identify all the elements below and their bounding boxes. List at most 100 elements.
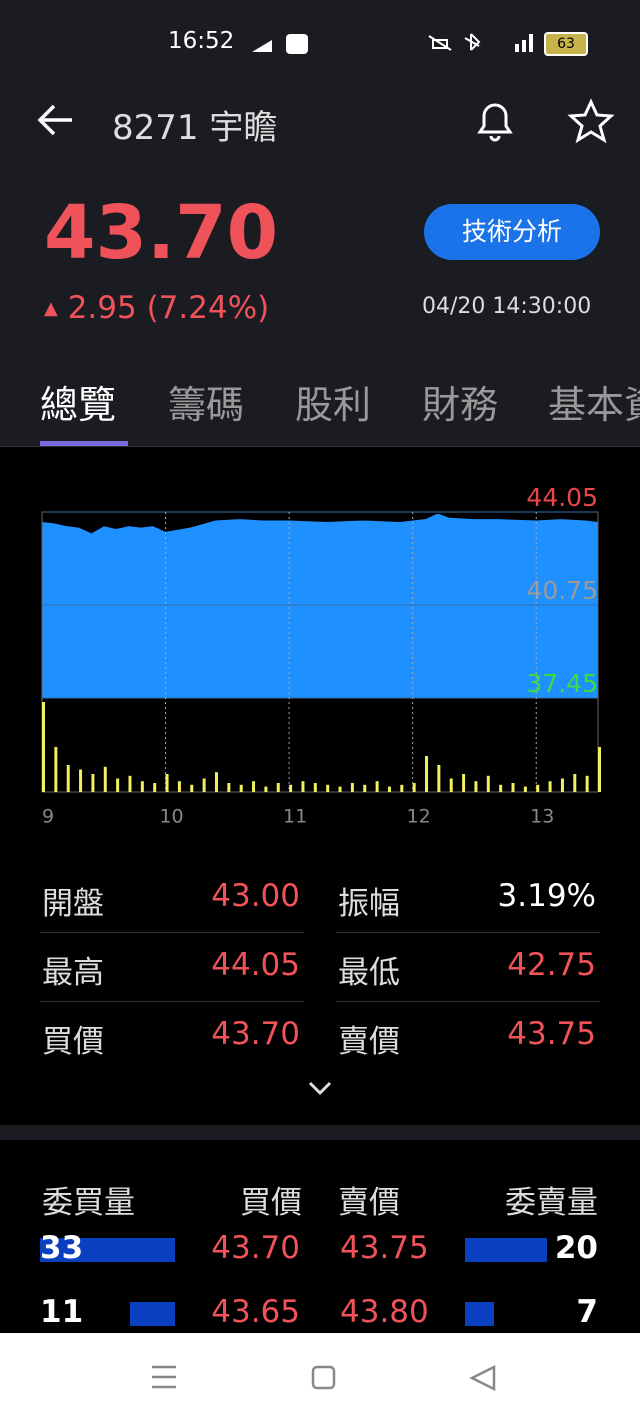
row-divider [40,1001,304,1002]
volume-bar [91,774,95,792]
row-divider [336,932,600,933]
tab[interactable]: 股利 [295,383,372,427]
volume-bar [153,783,157,792]
bid-volume: 33 [40,1230,84,1266]
price-line [41,510,599,534]
volume-bar [598,747,601,792]
volume-bar [412,783,416,792]
volume-bar [214,772,218,792]
volume-bar [449,778,453,792]
nav-bar [0,1333,640,1422]
stock-title: 8271 宇瞻 [112,108,278,148]
volume-bar [116,778,120,792]
volume-bar [387,786,391,792]
price-change-text: 2.95 (7.24%) [67,290,270,326]
volume-bar [66,765,70,792]
volume-bar [338,786,342,792]
volume-bar [54,747,58,792]
favorite-button[interactable] [566,98,616,144]
volume-bar [165,774,169,792]
stat-label: 賣價 [338,1024,400,1060]
volume-bar [227,783,231,792]
nav-icons [152,1364,496,1392]
x-tick-label: 9 [42,806,54,828]
volume-bar [560,778,564,792]
volume-bar [462,774,466,792]
stat-label: 開盤 [42,886,104,922]
stat-value: 3.19% [497,878,596,914]
ask-price: 43.80 [340,1294,429,1330]
ask-volume: 20 [554,1230,598,1266]
back-button[interactable] [36,102,76,138]
x-tick-label: 11 [283,806,307,828]
x-tick-label: 12 [407,806,431,828]
order-book-header: 賣價 [338,1185,400,1221]
status-icons-right [428,33,533,52]
intraday-chart: 37.45 40.75 44.05 9 10 11 12 13 [41,483,601,828]
volume-bar [350,783,354,792]
volume-bar [326,784,330,792]
y-tick-label: 37.45 [526,669,598,698]
volume-bar [511,783,515,792]
volume-bar [486,775,490,792]
volume-bar [177,781,181,792]
stat-value: 42.75 [507,947,596,983]
volume-bar [400,784,404,792]
ask-price: 43.75 [340,1230,429,1266]
order-book-header: 買價 [240,1185,302,1221]
divider [0,446,640,447]
tab[interactable]: 基本資料 [548,383,640,427]
volume-bar [202,778,206,792]
row-divider [40,932,304,933]
volume-bar [140,781,144,792]
volume-bar [536,784,540,792]
tab[interactable]: 總覽 [40,383,117,427]
timestamp: 04/20 14:30:00 [422,294,592,319]
volume-bar [190,784,194,792]
volume-bar [79,769,83,792]
bid-volume-bar [130,1302,175,1326]
order-book-header: 委買量 [42,1185,135,1221]
alert-button[interactable] [472,98,518,144]
ask-volume-bar [465,1302,494,1326]
clock: 16:52 [168,28,235,54]
volume-bar [437,765,441,792]
y-tick-label: 44.05 [526,483,598,512]
bid-price: 43.70 [211,1230,300,1266]
tab-indicator [40,441,128,446]
volume-bar [573,774,577,792]
volume-bar [289,784,293,792]
volume-bar [264,786,268,792]
y-tick-label: 40.75 [526,576,598,605]
stat-label: 振幅 [338,886,400,922]
technical-analysis-button[interactable]: 技術分析 [424,204,600,260]
bid-volume-bar [40,1238,175,1262]
bid-price: 43.65 [211,1294,300,1330]
volume-bar [301,781,305,792]
volume-bar [548,781,552,792]
volume-bar [585,775,589,792]
expand-button[interactable] [306,1078,334,1098]
volume-bar [425,756,429,792]
volume-bar [363,784,367,792]
stat-value: 43.00 [211,878,300,914]
volume-bar [523,786,527,792]
ask-volume-bar [465,1238,547,1262]
stat-value: 43.75 [507,1016,596,1052]
row-divider [336,1001,600,1002]
x-tick-label: 10 [159,806,183,828]
tab[interactable]: 財務 [422,383,499,427]
order-book-header: 委賣量 [505,1185,598,1221]
x-tick-label: 13 [530,806,554,828]
tab[interactable]: 籌碼 [168,383,245,427]
stat-label: 買價 [42,1024,104,1060]
status-icons-left [252,34,308,54]
battery: 63 [544,32,588,56]
stat-label: 最高 [42,955,104,991]
volume-bar [313,783,317,792]
volume-bar [252,781,256,792]
ask-volume: 7 [576,1294,598,1330]
bid-volume: 11 [40,1294,84,1330]
volume-bar [103,766,107,792]
